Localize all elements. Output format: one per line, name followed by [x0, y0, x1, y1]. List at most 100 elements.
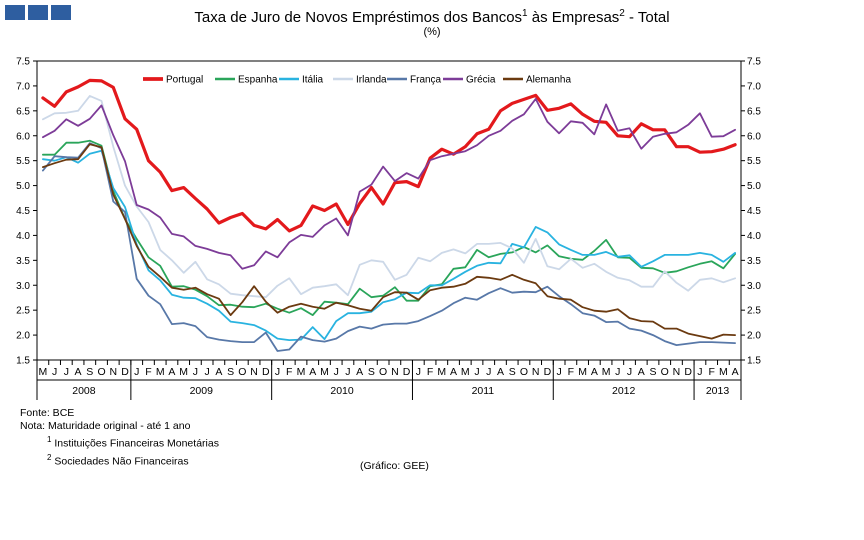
x-month-label: M: [38, 366, 47, 378]
x-month-label: M: [179, 366, 188, 378]
x-month-label: F: [286, 366, 292, 378]
graphic-credit: (Gráfico: GEE): [360, 460, 429, 472]
footnote-1-text: Instituições Financeiras Monetárias: [54, 437, 219, 450]
x-month-label: D: [262, 366, 270, 378]
legend-label: Espanha: [238, 75, 278, 86]
x-month-label: J: [345, 366, 350, 378]
y-tick-label-right: 6.5: [747, 106, 761, 117]
x-month-label: A: [638, 366, 645, 378]
x-year-label: 2011: [472, 385, 495, 397]
x-month-label: S: [509, 366, 516, 378]
footnote-2-text: Sociedades Não Financeiras: [54, 455, 189, 467]
series-line-portugal: [41, 78, 737, 233]
x-month-label: A: [732, 366, 739, 378]
x-month-label: J: [486, 366, 491, 378]
x-month-label: J: [416, 366, 421, 378]
title-part-1: Taxa de Juro de Novos Empréstimos dos Ba…: [194, 9, 523, 26]
y-tick-label-left: 2.5: [16, 306, 30, 317]
legend-label: Irlanda: [356, 75, 387, 86]
y-tick-label-right: 7.5: [747, 57, 761, 68]
x-month-label: O: [379, 366, 387, 378]
x-month-label: N: [673, 366, 681, 378]
chart-unit: (%): [423, 26, 441, 38]
y-tick-label-left: 7.5: [16, 57, 30, 68]
x-month-label: A: [450, 366, 457, 378]
series-line-grcia: [42, 98, 736, 270]
x-month-label: J: [557, 366, 562, 378]
y-tick-label-right: 5.0: [747, 181, 761, 192]
x-month-label: J: [697, 366, 702, 378]
y-tick-label-left: 1.5: [16, 356, 30, 367]
y-tick-label-left: 7.0: [16, 81, 30, 92]
x-month-label: J: [615, 366, 620, 378]
y-tick-label-left: 3.5: [16, 256, 30, 267]
y-tick-label-right: 4.5: [747, 206, 761, 217]
legend-label: Alemanha: [526, 75, 571, 86]
x-month-label: O: [661, 366, 669, 378]
logo-block: [5, 5, 25, 20]
logo-block: [28, 5, 48, 20]
x-month-label: M: [437, 366, 446, 378]
y-tick-label-left: 5.0: [16, 181, 30, 192]
x-month-label: F: [568, 366, 574, 378]
y-tick-label-left: 6.5: [16, 106, 30, 117]
x-month-label: A: [168, 366, 175, 378]
x-month-label: J: [474, 366, 479, 378]
title-footnote-1: 1: [522, 8, 528, 19]
x-month-label: M: [320, 366, 329, 378]
x-month-label: O: [520, 366, 528, 378]
source-note: Fonte: BCE: [20, 407, 75, 419]
series-line-irlanda: [42, 95, 736, 299]
x-month-label: S: [227, 366, 234, 378]
y-tick-label-left: 5.5: [16, 156, 30, 167]
series-line-itlia: [42, 149, 736, 342]
footnote-1-mark: 1: [47, 435, 52, 444]
y-tick-label-right: 3.0: [747, 281, 761, 292]
x-year-label: 2009: [190, 385, 214, 397]
footnote-2-mark: 2: [47, 452, 52, 462]
x-month-label: S: [368, 366, 375, 378]
x-month-label: M: [156, 366, 165, 378]
x-month-label: D: [684, 366, 692, 378]
x-year-label: 2012: [612, 385, 636, 397]
x-month-label: A: [591, 366, 598, 378]
series-line-frana: [42, 142, 736, 352]
chart-title: Taxa de Juro de Novos Empréstimos dos Ba…: [0, 8, 864, 26]
y-tick-label-left: 4.0: [16, 231, 30, 242]
x-year-label: 2008: [72, 385, 96, 397]
legend-label: Portugal: [166, 75, 203, 86]
y-tick-label-left: 6.0: [16, 131, 30, 142]
title-footnote-2: 2: [619, 8, 625, 19]
legend-label: França: [410, 75, 442, 86]
x-year-label: 2013: [706, 385, 730, 397]
y-tick-label-right: 4.0: [747, 231, 761, 242]
x-month-label: D: [121, 366, 129, 378]
notes-block: Fonte: BCE Nota: Maturidade original - a…: [20, 407, 219, 468]
logo-block: [51, 5, 71, 20]
x-month-label: S: [86, 366, 93, 378]
y-tick-label-right: 2.0: [747, 331, 761, 342]
x-month-label: M: [297, 366, 306, 378]
y-tick-label-left: 4.5: [16, 206, 30, 217]
x-month-label: A: [497, 366, 504, 378]
x-month-label: J: [275, 366, 280, 378]
x-month-label: O: [97, 366, 105, 378]
gee-logo: [5, 5, 71, 20]
x-month-label: M: [578, 366, 587, 378]
x-month-label: A: [215, 366, 222, 378]
x-month-label: N: [391, 366, 399, 378]
x-month-label: D: [403, 366, 411, 378]
x-month-label: A: [356, 366, 363, 378]
x-month-label: J: [205, 366, 210, 378]
x-month-label: M: [602, 366, 611, 378]
x-month-label: M: [719, 366, 728, 378]
x-month-label: F: [145, 366, 151, 378]
x-month-label: O: [238, 366, 246, 378]
x-month-label: J: [627, 366, 632, 378]
legend-label: Itália: [302, 75, 324, 86]
y-tick-label-right: 2.5: [747, 306, 761, 317]
x-month-label: F: [708, 366, 714, 378]
x-year-label: 2010: [330, 385, 354, 397]
legend-label: Grécia: [466, 75, 496, 86]
